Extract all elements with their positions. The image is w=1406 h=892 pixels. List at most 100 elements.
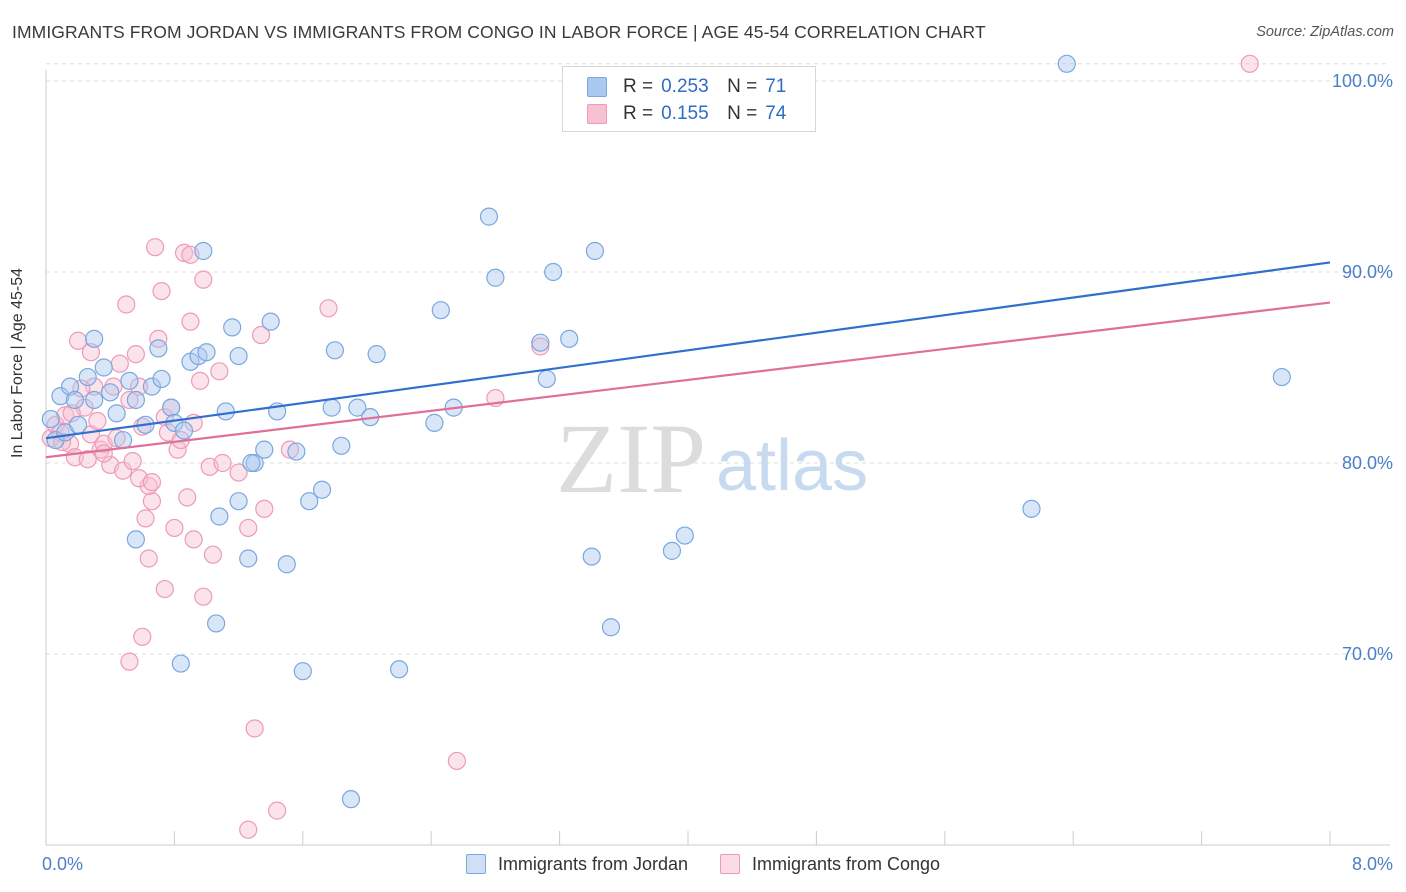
data-point-jordan [312,480,332,499]
data-point-congo [1240,54,1259,73]
data-point-congo [142,473,162,492]
legend-label-jordan: Immigrants from Jordan [497,853,688,874]
trend-lines [45,261,1331,459]
data-point-congo [239,820,258,839]
legend-swatch-jordan [465,854,486,874]
data-point-congo [113,461,133,480]
legend-r-value-jordan: 0.253 [661,76,709,97]
data-point-congo [94,444,113,463]
data-point-congo [245,719,264,738]
legend-r-value-congo: 0.155 [661,103,709,124]
data-point-jordan [601,618,621,637]
data-point-congo [126,345,145,364]
data-point-jordan [152,369,171,389]
data-point-jordan [68,415,88,434]
watermark-atlas: atlas [716,426,868,506]
data-point-jordan [277,555,296,574]
x-tick-label-max: 8.0% [1352,854,1393,874]
data-point-jordan [107,404,126,423]
data-point-jordan [51,387,70,406]
data-point-jordan [94,358,113,377]
data-point-congo [447,751,466,771]
trend-line-jordan [45,261,1331,440]
legend-n-label: N = [727,103,758,124]
data-point-jordan [60,377,80,396]
series-jordan-points [41,54,1291,809]
x-tick-label-min: 0.0% [42,854,83,874]
data-point-congo [120,652,139,671]
data-point-jordan [255,440,274,459]
data-point-jordan [287,442,306,461]
data-point-jordan [332,436,351,455]
y-tick-label: 90.0% [1342,262,1393,282]
data-point-jordan [149,339,168,358]
legend-r-label: R = [623,76,654,97]
data-point-jordan [325,341,344,360]
data-point-congo [531,337,550,356]
data-point-congo [62,404,81,423]
data-point-congo [210,362,229,381]
data-point-jordan [390,660,409,679]
data-point-jordan [174,421,194,440]
tick-labels: 70.0% 80.0% 90.0% 100.0% 0.0% 8.0% [42,71,1393,874]
data-point-jordan [65,390,84,410]
data-point-congo [203,545,223,564]
legend-item-jordan[interactable]: Immigrants from Jordan [465,853,688,875]
data-point-jordan [431,301,450,320]
series-congo-points [41,54,1259,839]
data-point-congo [133,627,152,646]
legend-item-congo[interactable]: Immigrants from Congo [720,854,940,875]
data-point-jordan [1272,367,1291,387]
data-point-congo [184,530,203,549]
data-point-congo [68,331,88,350]
data-point-jordan [582,547,601,566]
data-point-jordan [261,312,280,331]
data-point-congo [146,238,165,257]
data-point-jordan [194,241,213,261]
watermark-zip: ZIP [556,403,706,514]
data-point-jordan [242,453,261,473]
trend-line-congo [45,301,1331,459]
data-point-jordan [662,541,682,560]
data-point-congo [165,518,184,538]
data-point-jordan [531,333,550,352]
series-legend: Immigrants from Jordan Immigrants from C… [0,852,1406,876]
data-point-congo [178,488,197,507]
chart-title: IMMIGRANTS FROM JORDAN VS IMMIGRANTS FRO… [12,22,986,42]
data-point-jordan [544,262,563,282]
legend-n-value-jordan: 71 [765,76,787,97]
data-point-congo [194,270,213,289]
data-point-jordan [348,398,367,417]
data-point-congo [239,518,258,538]
data-point-jordan [216,402,235,421]
data-point-jordan [585,241,605,261]
data-point-congo [52,432,72,452]
data-point-congo [78,450,97,469]
legend-swatch-jordan [587,77,607,97]
axes [45,70,1390,846]
legend-r-label: R = [623,103,654,124]
data-point-congo [110,354,129,373]
data-point-congo [181,312,200,331]
legend-swatch-congo [720,854,740,874]
data-point-jordan [293,662,312,681]
data-point-congo [81,343,101,362]
data-point-congo [88,411,107,431]
data-point-jordan [142,377,162,396]
data-point-congo [107,429,126,448]
data-point-congo [152,282,171,301]
data-point-jordan [239,549,258,568]
data-point-congo [104,377,123,396]
gridlines [46,63,1390,655]
data-point-jordan [486,268,505,287]
data-point-congo [213,453,232,473]
legend-label-congo: Immigrants from Congo [752,853,941,874]
data-point-jordan [41,409,60,429]
data-point-jordan [367,345,386,364]
data-point-congo [251,325,271,345]
y-tick-label: 100.0% [1332,71,1393,91]
legend-swatch-congo [587,104,607,124]
data-point-congo [117,295,136,314]
data-point-congo [149,329,168,348]
data-point-congo [72,379,91,398]
